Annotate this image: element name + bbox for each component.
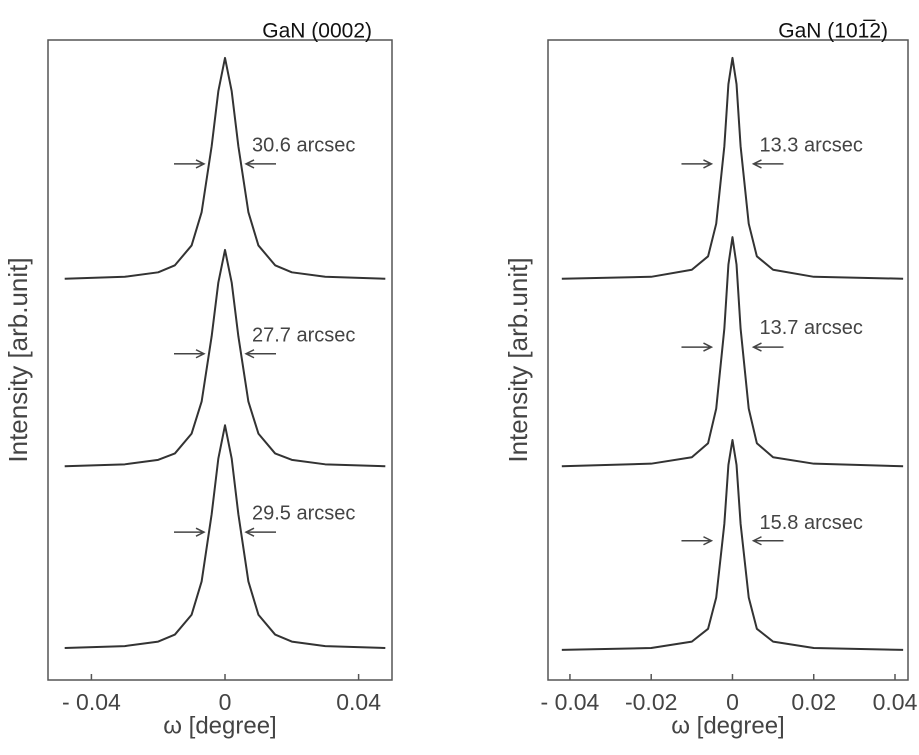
fwhm-arrow-left — [681, 342, 714, 352]
fwhm-annotation: 29.5 arcsec — [252, 503, 355, 525]
fwhm-annotation: 30.6 arcsec — [252, 135, 355, 157]
x-tick-label: - 0.04 — [541, 689, 600, 715]
rocking-curve — [64, 56, 386, 280]
x-axis-label: ω [degree] — [671, 712, 784, 739]
rocking-curve — [64, 424, 386, 649]
fwhm-arrow-left — [174, 349, 206, 359]
plot-frame — [547, 39, 909, 681]
fwhm-arrow-left — [681, 536, 714, 546]
fwhm-annotation: 13.7 arcsec — [759, 317, 862, 339]
fwhm-arrow-left — [174, 159, 206, 169]
x-tick-label: 0 — [219, 689, 232, 715]
rocking-curve — [561, 439, 904, 651]
fwhm-arrow-right — [244, 159, 277, 169]
x-axis-label: ω [degree] — [163, 712, 276, 739]
fwhm-arrow-left — [174, 527, 206, 537]
rocking-curve — [561, 236, 904, 468]
fwhm-arrow-left — [681, 159, 714, 169]
fwhm-arrow-right — [244, 527, 277, 537]
rocking-curve — [64, 248, 386, 468]
x-tick-label: - 0.04 — [62, 689, 121, 715]
x-tick-label: 0.04 — [336, 689, 381, 715]
rocking-curve — [561, 56, 904, 280]
x-tick-label: 0.02 — [791, 689, 836, 715]
fwhm-arrow-right — [751, 342, 784, 352]
fwhm-arrow-right — [244, 349, 277, 359]
fwhm-arrow-right — [751, 536, 784, 546]
chart-title: GaN (0002) — [262, 20, 372, 43]
fwhm-arrow-right — [751, 159, 784, 169]
plot-frame — [47, 39, 393, 681]
fwhm-annotation: 15.8 arcsec — [759, 512, 862, 534]
y-axis-label: Intensity [arb.unit] — [3, 257, 33, 462]
x-tick-label: -0.02 — [625, 689, 677, 715]
chart-title: GaN (101̅2) — [778, 20, 888, 43]
y-axis-label: Intensity [arb.unit] — [503, 257, 533, 462]
fwhm-annotation: 27.7 arcsec — [252, 325, 355, 347]
x-tick-label: 0.04 — [873, 689, 918, 715]
x-tick-label: 0 — [726, 689, 739, 715]
fwhm-annotation: 13.3 arcsec — [759, 135, 862, 157]
